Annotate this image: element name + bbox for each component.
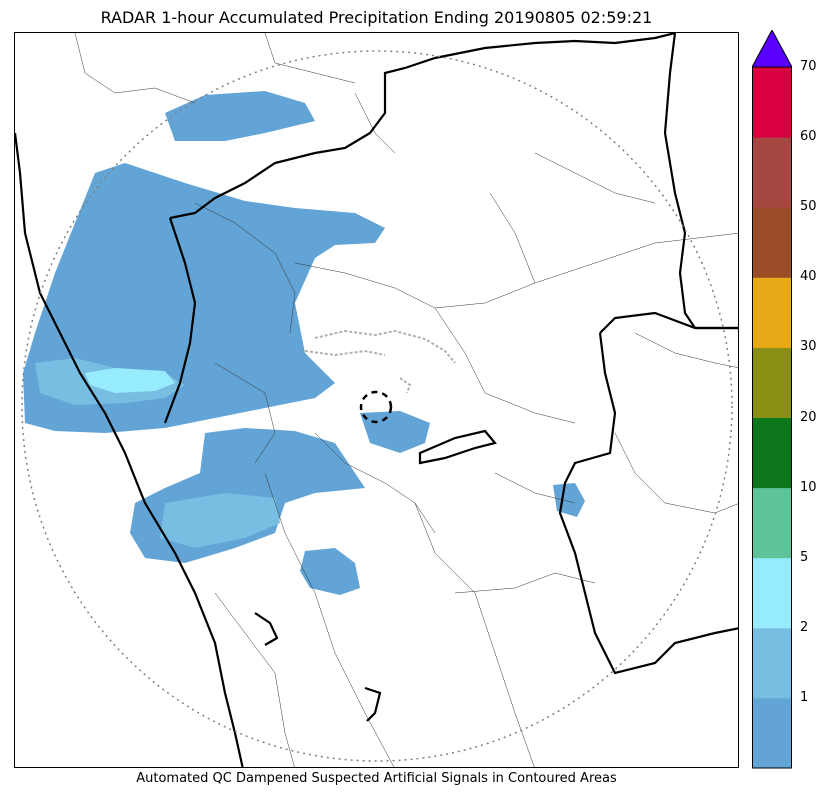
figure-title: RADAR 1-hour Accumulated Precipitation E… (100, 8, 653, 27)
colorbar-segment (752, 417, 792, 489)
colorbar-segment (752, 277, 792, 348)
colorbar-segment (752, 347, 792, 418)
colorbar-tick-label: 2 (800, 619, 809, 635)
colorbar-segment (752, 487, 792, 559)
qc-contours (304, 329, 456, 394)
district-line-7 (214, 362, 276, 464)
colorbar-segment (752, 207, 792, 278)
colorbar-segment (752, 67, 792, 138)
district-line-10 (414, 502, 535, 767)
state-border-southeast (558, 311, 738, 675)
colorbar-extend-arrow (752, 30, 792, 68)
colorbar-segments (752, 67, 792, 769)
district-line-9 (264, 472, 395, 767)
colorbar-tick-label: 40 (800, 269, 817, 285)
map-canvas (15, 33, 738, 767)
qc-contour-2 (304, 349, 386, 357)
colorbar-tick-label: 20 (800, 409, 817, 425)
district-boundaries (74, 33, 738, 767)
precip-area-west (23, 163, 385, 433)
district-line-4 (294, 232, 738, 309)
precip-area-south-cell (300, 548, 360, 595)
precip-area-east-cell (553, 483, 585, 517)
district-line-5 (434, 307, 576, 424)
district-line-14 (634, 332, 738, 368)
radar-map (14, 32, 739, 768)
qc-contour-1 (314, 329, 456, 364)
district-line-17 (534, 152, 656, 204)
precip-area-west-core (85, 368, 175, 393)
precip-area-central-south-heavy (160, 493, 280, 548)
colorbar-tick-label: 10 (800, 479, 817, 495)
state-border-east (663, 33, 738, 330)
colorbar (752, 30, 792, 769)
district-line-3 (194, 202, 296, 334)
district-line-11 (214, 592, 295, 767)
colorbar-segment (752, 697, 792, 769)
state-border-inner (163, 217, 197, 424)
coastline (15, 132, 244, 767)
colorbar-segment (752, 627, 792, 699)
colorbar-outline (752, 66, 792, 769)
state-border-central (418, 429, 497, 465)
district-line-1 (74, 33, 196, 104)
precip-area-north (165, 91, 315, 141)
colorbar-tick-label: 70 (800, 59, 817, 74)
colorbar-tick-label: 50 (800, 199, 817, 215)
district-line-13 (614, 432, 738, 514)
district-line-12 (454, 572, 596, 594)
state-boundaries (15, 33, 738, 767)
district-line-6 (489, 192, 536, 284)
radar-site-marker (359, 390, 393, 424)
precipitation-layer (23, 91, 585, 595)
colorbar-segment (752, 137, 792, 208)
island-fragment-2 (364, 686, 382, 722)
precip-area-radar-site (360, 411, 430, 453)
district-line-8 (314, 432, 436, 534)
district-line-2 (264, 33, 356, 84)
radar-range-ring (21, 50, 733, 762)
island-fragment-1 (254, 612, 279, 646)
colorbar-tick-label: 1 (800, 689, 809, 705)
district-line-16 (354, 92, 396, 154)
colorbar-tick-label: 30 (800, 339, 817, 355)
state-border-north (169, 33, 676, 220)
qc-contour-3 (399, 377, 412, 394)
colorbar-tick-label: 60 (800, 129, 817, 145)
colorbar-segment (752, 557, 792, 629)
colorbar-tick-label: 5 (800, 549, 809, 565)
figure-footer: Automated QC Dampened Suspected Artifici… (136, 771, 617, 786)
